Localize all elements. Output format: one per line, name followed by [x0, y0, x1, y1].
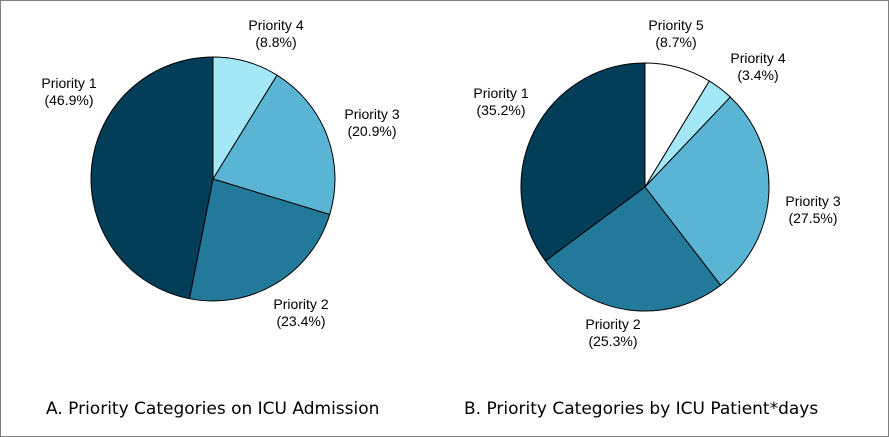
chart-a-slice-priority-2 — [188, 178, 331, 302]
chart-a-label-value: (23.4%) — [276, 313, 325, 329]
chart-b-label-value: (8.7%) — [655, 34, 696, 50]
chart-b-label-value: (27.5%) — [788, 210, 837, 226]
chart-a-label-priority-4: Priority 4 (8.8%) — [248, 17, 303, 50]
chart-a-label-name: Priority 3 — [344, 106, 399, 122]
chart-a-label-value: (46.9%) — [44, 92, 93, 108]
chart-a-label-name: Priority 1 — [41, 75, 96, 91]
chart-b-label-priority-2: Priority 2 (25.3%) — [585, 316, 640, 349]
chart-a-label-value: (8.8%) — [255, 34, 296, 50]
chart-b-label-value: (35.2%) — [476, 102, 525, 118]
chart-b-label-name: Priority 5 — [648, 17, 703, 33]
chart-b-label-name: Priority 1 — [473, 85, 528, 101]
chart-a-slice-priority-3 — [212, 74, 336, 216]
chart-b-slice-priority-1 — [520, 62, 646, 262]
chart-a-label-value: (20.9%) — [347, 123, 396, 139]
chart-b-label-priority-3: Priority 3 (27.5%) — [785, 193, 840, 226]
chart-a-label-name: Priority 4 — [248, 17, 303, 33]
chart-b-label-value: (3.4%) — [737, 67, 778, 83]
chart-a-label-priority-1: Priority 1 (46.9%) — [41, 75, 96, 108]
chart-b-label-name: Priority 3 — [785, 193, 840, 209]
chart-b-label-priority-1: Priority 1 (35.2%) — [473, 85, 528, 118]
chart-a-title: A. Priority Categories on ICU Admission — [46, 399, 380, 419]
chart-b-label-name: Priority 2 — [585, 316, 640, 332]
chart-b-slice-priority-3 — [644, 96, 770, 286]
chart-b-label-priority-4: Priority 4 (3.4%) — [730, 50, 785, 83]
chart-a-slice-priority-1 — [90, 56, 214, 300]
chart-a-label-priority-3: Priority 3 (20.9%) — [344, 106, 399, 139]
chart-b-label-value: (25.3%) — [588, 333, 637, 349]
chart-b-label-priority-5: Priority 5 (8.7%) — [648, 17, 703, 50]
chart-b-label-name: Priority 4 — [730, 50, 785, 66]
chart-b-title: B. Priority Categories by ICU Patient*da… — [464, 399, 819, 419]
chart-b-slice-priority-2 — [544, 186, 722, 312]
chart-a-label-name: Priority 2 — [273, 296, 328, 312]
chart-a-label-priority-2: Priority 2 (23.4%) — [273, 296, 328, 329]
